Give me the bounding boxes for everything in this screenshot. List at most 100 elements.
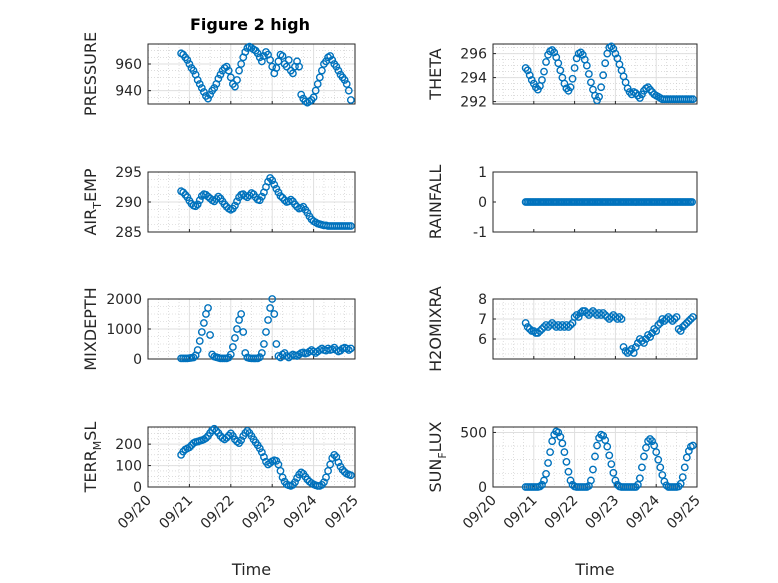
y-tick-label: 200: [115, 437, 142, 453]
data-point: [650, 325, 659, 333]
y-axis-label: PRESSURE: [81, 32, 100, 116]
data-point: [278, 52, 287, 60]
y-axis-label-tail: SL: [81, 422, 100, 441]
x-tick-label: 09/20: [115, 493, 155, 533]
data-point: [270, 180, 279, 189]
data-point: [644, 331, 652, 339]
data-point: [536, 327, 544, 335]
data-point: [678, 473, 687, 482]
data-point: [689, 313, 697, 321]
y-axis-label: AIRTEMP: [81, 168, 104, 235]
data-point: [689, 441, 697, 450]
data-point: [568, 74, 577, 83]
data-point: [309, 93, 318, 102]
data-point: [591, 452, 599, 461]
y-axis-label-subscript: F: [436, 452, 449, 458]
subplot-6: 6 7 8 H2OMIXRA: [426, 286, 698, 372]
data-point: [268, 62, 277, 71]
data-point: [601, 59, 610, 68]
data-point: [533, 329, 542, 337]
data-point: [237, 60, 246, 68]
data-point: [197, 84, 206, 92]
data-point: [212, 426, 221, 435]
data-point: [185, 60, 194, 68]
data-point: [564, 467, 573, 476]
data-point: [640, 339, 648, 347]
data-point: [625, 347, 634, 355]
data-point: [548, 437, 557, 446]
y-tick-label: -1: [473, 225, 487, 241]
data-point: [255, 353, 264, 362]
y-tick-label: 500: [460, 425, 487, 441]
data-point: [676, 327, 685, 335]
data-point: [642, 443, 650, 452]
data-point: [270, 310, 279, 318]
y-axis-label-main: H2OMIXRA: [426, 286, 445, 372]
y-tick-label: 0: [133, 480, 142, 496]
data-point: [315, 73, 324, 82]
data-point: [678, 323, 687, 331]
data-point: [183, 56, 192, 64]
data-point: [262, 328, 270, 336]
data-point: [226, 73, 235, 82]
data-point: [609, 468, 618, 477]
data-point: [233, 197, 241, 206]
data-point: [295, 62, 304, 71]
y-tick-label: 7: [478, 312, 487, 328]
y-tick-label: 296: [460, 47, 487, 63]
y-axis-label-main: THETA: [426, 48, 445, 100]
data-point: [554, 59, 563, 68]
data-point: [593, 441, 601, 450]
y-tick-label: 8: [478, 292, 487, 308]
data-point: [607, 460, 616, 468]
data-point: [332, 62, 341, 71]
data-point: [346, 471, 355, 480]
data-point: [536, 482, 544, 491]
data-point: [274, 57, 283, 66]
axes-box: [492, 426, 698, 488]
data-point: [338, 465, 347, 474]
data-point: [566, 321, 575, 329]
y-tick-label: 285: [115, 225, 142, 241]
data-point: [257, 349, 266, 357]
data-point: [682, 319, 691, 327]
data-point: [599, 309, 608, 317]
y-tick-label: 6: [478, 332, 487, 348]
data-point: [241, 349, 250, 357]
data-point: [206, 331, 215, 339]
data-point: [243, 426, 252, 435]
data-point: [193, 76, 202, 84]
data-point: [260, 52, 268, 60]
data-point: [257, 448, 266, 457]
data-point: [523, 323, 532, 331]
data-point: [241, 429, 250, 437]
data-point: [195, 337, 204, 345]
y-tick-label: 295: [115, 165, 142, 181]
data-point: [317, 66, 326, 75]
data-point: [558, 439, 567, 448]
data-point: [241, 48, 250, 56]
data-point: [282, 62, 291, 71]
data-point: [525, 325, 534, 333]
y-axis-label-subscript: M: [91, 441, 104, 451]
data-point: [288, 69, 297, 78]
data-point: [346, 344, 355, 353]
data-point: [635, 474, 644, 483]
data-point: [284, 56, 293, 64]
data-point: [587, 78, 595, 87]
data-point: [346, 222, 355, 230]
data-point: [689, 95, 697, 104]
data-point: [231, 201, 239, 210]
data-point: [688, 198, 697, 206]
y-tick-label: 294: [460, 71, 487, 87]
data-point: [189, 353, 198, 362]
y-tick-label: 292: [460, 95, 487, 111]
data-point: [197, 328, 206, 336]
data-point: [627, 345, 636, 353]
data-point: [243, 193, 252, 202]
data-point: [633, 480, 642, 489]
subplot-3: 285 290 295 AIRTEMP: [81, 165, 356, 241]
data-point: [204, 304, 212, 312]
data-point: [589, 465, 597, 474]
data-point: [597, 83, 606, 92]
